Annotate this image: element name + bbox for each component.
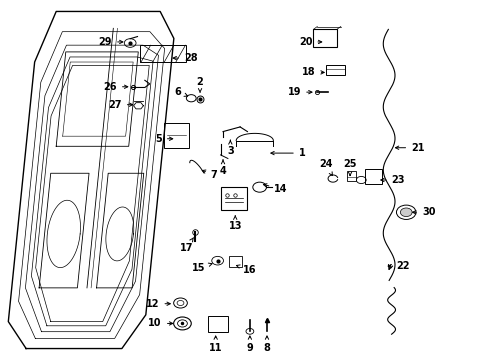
Text: 3: 3 [227,140,234,156]
Text: 17: 17 [180,238,194,253]
Text: 6: 6 [175,87,188,97]
Text: 23: 23 [381,175,405,185]
Bar [164,123,189,148]
Text: 11: 11 [209,336,222,353]
Text: 8: 8 [264,336,270,353]
Text: 12: 12 [146,299,171,309]
Text: 29: 29 [98,37,123,47]
Text: 16: 16 [237,265,256,275]
Bar [365,169,382,184]
Text: 7: 7 [202,170,218,180]
Text: 27: 27 [108,100,133,110]
Bar [220,187,247,211]
Text: 25: 25 [343,159,357,175]
Text: 10: 10 [148,319,173,328]
Text: 14: 14 [264,184,288,194]
Text: 13: 13 [228,216,242,231]
Text: 22: 22 [388,261,410,271]
Text: 18: 18 [302,67,324,77]
Bar [229,256,242,267]
Text: 26: 26 [103,82,128,92]
Text: 2: 2 [196,77,203,93]
Text: 9: 9 [246,336,253,353]
Text: 30: 30 [413,207,436,217]
Bar [326,64,345,75]
Bar [140,45,186,62]
Text: 4: 4 [220,160,226,176]
Text: 19: 19 [288,87,312,97]
Text: 20: 20 [299,37,322,47]
Text: 1: 1 [271,148,305,158]
Text: 24: 24 [319,159,332,175]
Bar [314,30,337,47]
Text: 5: 5 [155,134,173,144]
Bar [346,171,356,181]
Text: 21: 21 [395,143,425,153]
Text: 15: 15 [193,263,212,273]
Circle shape [400,208,412,217]
Bar [208,316,228,332]
Text: 28: 28 [173,53,197,63]
